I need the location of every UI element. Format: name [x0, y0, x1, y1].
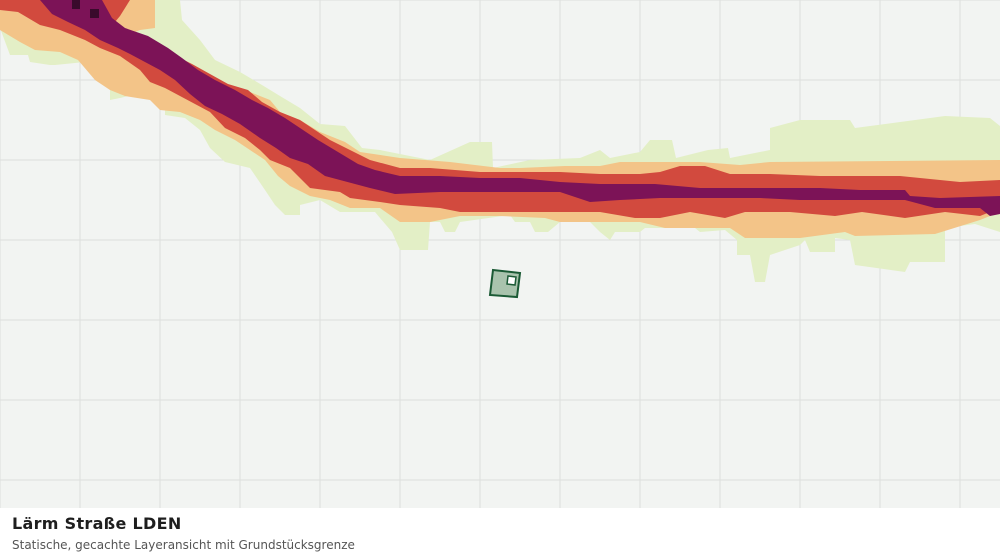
- noise-class-5: [72, 0, 99, 18]
- parcel-boundary[interactable]: [488, 268, 522, 299]
- noise-class-4: [40, 0, 1000, 216]
- map-viewport[interactable]: [0, 0, 1000, 508]
- layer-subtitle: Statische, gecachte Layeransicht mit Gru…: [12, 538, 355, 552]
- parcel-building-outline: [506, 275, 517, 286]
- noise-map[interactable]: [0, 0, 1000, 508]
- layer-info-panel: Lärm Straße LDEN Statische, gecachte Lay…: [0, 508, 1000, 560]
- layer-title: Lärm Straße LDEN: [12, 514, 182, 533]
- noise-layer: [0, 0, 1000, 282]
